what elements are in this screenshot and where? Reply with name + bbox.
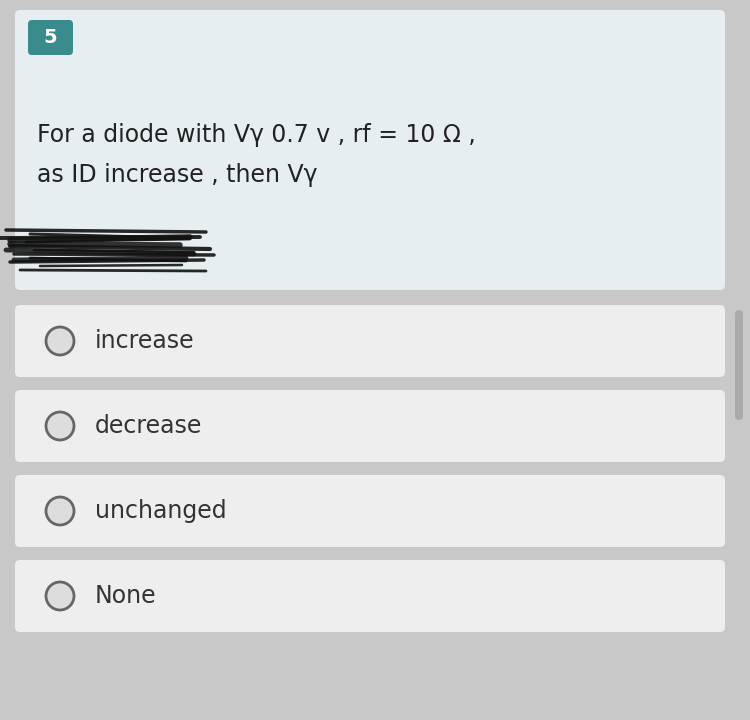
FancyBboxPatch shape — [15, 390, 725, 462]
FancyBboxPatch shape — [15, 475, 725, 547]
FancyBboxPatch shape — [28, 20, 73, 55]
Circle shape — [47, 583, 73, 609]
Text: 5: 5 — [44, 28, 57, 47]
FancyBboxPatch shape — [15, 305, 725, 377]
FancyBboxPatch shape — [735, 310, 743, 420]
FancyBboxPatch shape — [15, 560, 725, 632]
FancyBboxPatch shape — [15, 10, 725, 290]
Text: as ID increase , then Vγ: as ID increase , then Vγ — [37, 163, 317, 187]
Circle shape — [47, 498, 73, 524]
Text: increase: increase — [95, 329, 195, 353]
Circle shape — [47, 413, 73, 439]
Text: unchanged: unchanged — [95, 499, 226, 523]
Text: None: None — [95, 584, 157, 608]
Text: For a diode with Vγ 0.7 v , rf = 10 Ω ,: For a diode with Vγ 0.7 v , rf = 10 Ω , — [37, 123, 476, 147]
Text: decrease: decrease — [95, 414, 202, 438]
Circle shape — [47, 328, 73, 354]
